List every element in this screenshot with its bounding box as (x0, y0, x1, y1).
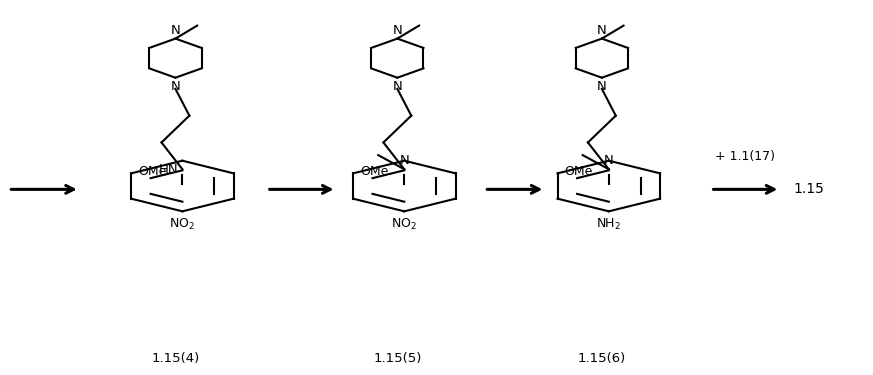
Text: NH$_2$: NH$_2$ (596, 217, 622, 232)
Text: HN: HN (158, 163, 178, 176)
Text: OMe: OMe (360, 165, 388, 178)
Text: N: N (170, 24, 181, 37)
Text: NO$_2$: NO$_2$ (169, 217, 196, 232)
Text: NO$_2$: NO$_2$ (391, 217, 417, 232)
Text: N: N (604, 154, 614, 167)
Text: N: N (170, 80, 181, 93)
Text: + 1.1(17): + 1.1(17) (716, 150, 775, 163)
Text: 1.15(6): 1.15(6) (578, 352, 626, 365)
Text: N: N (597, 24, 607, 37)
Text: 1.15(5): 1.15(5) (373, 352, 422, 365)
Text: OMe: OMe (138, 165, 167, 178)
Text: N: N (393, 24, 402, 37)
Text: N: N (400, 154, 409, 167)
Text: N: N (393, 80, 402, 93)
Text: 1.15: 1.15 (794, 182, 824, 196)
Text: N: N (597, 80, 607, 93)
Text: 1.15(4): 1.15(4) (151, 352, 200, 365)
Text: OMe: OMe (565, 165, 593, 178)
